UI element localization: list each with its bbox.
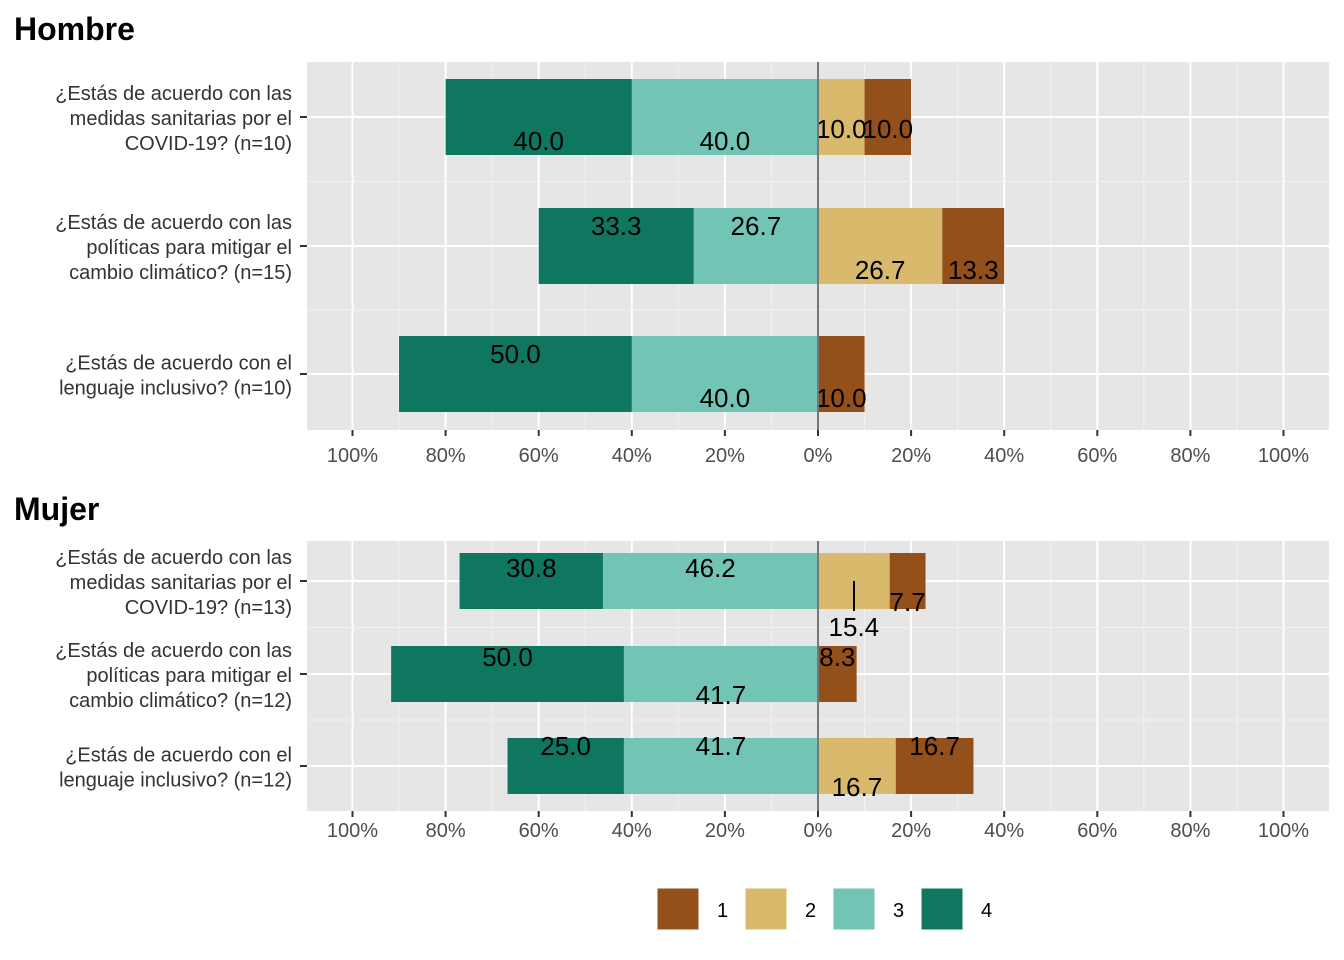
bar-segment-4 bbox=[459, 553, 603, 609]
data-label: 40.0 bbox=[513, 126, 564, 156]
data-label: 41.7 bbox=[696, 680, 747, 710]
x-tick-label: 100% bbox=[1258, 820, 1309, 842]
category-label: cambio climático? (n=12) bbox=[69, 690, 292, 712]
x-tick-label: 40% bbox=[984, 820, 1024, 842]
x-tick-label: 60% bbox=[519, 445, 559, 467]
bar-segment-3 bbox=[631, 79, 818, 155]
bar-segment-1 bbox=[895, 738, 974, 794]
x-tick-label: 20% bbox=[705, 445, 745, 467]
bar-segment-3 bbox=[623, 646, 818, 702]
x-tick-label: 0% bbox=[804, 820, 833, 842]
legend-key-1 bbox=[656, 887, 700, 931]
data-label: 10.0 bbox=[863, 114, 914, 144]
bar-segment-4 bbox=[445, 79, 632, 155]
legend-label: 3 bbox=[893, 900, 904, 922]
data-label: 33.3 bbox=[591, 211, 642, 241]
data-label: 26.7 bbox=[731, 211, 782, 241]
data-label: 10.0 bbox=[816, 383, 867, 413]
x-tick-label: 20% bbox=[891, 820, 931, 842]
data-label: 7.7 bbox=[890, 587, 926, 617]
legend-key-2 bbox=[744, 887, 788, 931]
category-label: ¿Estás de acuerdo con las bbox=[55, 547, 292, 569]
legend: 1 2 3 4 bbox=[656, 887, 992, 931]
category-label: cambio climático? (n=15) bbox=[69, 262, 292, 284]
category-label: COVID-19? (n=10) bbox=[125, 133, 292, 155]
bar-segment-3 bbox=[631, 336, 818, 412]
data-label: 41.7 bbox=[696, 731, 747, 761]
x-tick-label: 40% bbox=[612, 820, 652, 842]
panel-title: Mujer bbox=[14, 491, 99, 527]
data-label: 46.2 bbox=[685, 553, 736, 583]
bar-segment-2 bbox=[818, 738, 896, 794]
data-label: 10.0 bbox=[816, 114, 867, 144]
legend-label: 4 bbox=[981, 900, 992, 922]
bar-segment-4 bbox=[399, 336, 632, 412]
bar-segment-4 bbox=[538, 208, 694, 284]
data-label: 8.3 bbox=[819, 642, 855, 672]
x-tick-label: 100% bbox=[1258, 445, 1309, 467]
category-label: ¿Estás de acuerdo con el bbox=[65, 745, 292, 767]
bar-segment-2 bbox=[818, 208, 943, 284]
data-label: 25.0 bbox=[540, 731, 591, 761]
x-tick-label: 0% bbox=[804, 445, 833, 467]
panel-title: Hombre bbox=[14, 11, 135, 47]
category-label: políticas para mitigar el bbox=[86, 237, 292, 259]
data-label: 30.8 bbox=[506, 553, 557, 583]
bar-segment-1 bbox=[818, 646, 857, 702]
x-tick-label: 100% bbox=[327, 820, 378, 842]
category-label: COVID-19? (n=13) bbox=[125, 597, 292, 619]
x-tick-label: 100% bbox=[327, 445, 378, 467]
bar-segment-1 bbox=[942, 208, 1005, 284]
x-tick-label: 80% bbox=[426, 820, 466, 842]
category-label: ¿Estás de acuerdo con las bbox=[55, 640, 292, 662]
legend-label: 1 bbox=[717, 900, 728, 922]
data-label: 16.7 bbox=[832, 772, 883, 802]
category-label: ¿Estás de acuerdo con las bbox=[55, 212, 292, 234]
category-label: lenguaje inclusivo? (n=12) bbox=[59, 770, 292, 792]
bar-segment-1 bbox=[889, 553, 926, 609]
panel-mujer: Mujer 7.7 15.4 46.2 30.8 ¿Estás de acuerdo co… bbox=[14, 491, 1329, 842]
category-label: ¿Estás de acuerdo con el bbox=[65, 353, 292, 375]
bar-segment-3 bbox=[602, 553, 818, 609]
x-tick-label: 80% bbox=[1170, 820, 1210, 842]
bar-segment-1 bbox=[818, 336, 865, 412]
category-label: medidas sanitarias por el bbox=[70, 572, 292, 594]
bar-segment-4 bbox=[391, 646, 624, 702]
data-label: 40.0 bbox=[700, 126, 751, 156]
data-label: 26.7 bbox=[855, 255, 906, 285]
x-tick-label: 60% bbox=[1077, 445, 1117, 467]
legend-key-4 bbox=[920, 887, 964, 931]
x-tick-label: 40% bbox=[984, 445, 1024, 467]
bar-segment-4 bbox=[507, 738, 624, 794]
data-label: 15.4 bbox=[829, 612, 880, 642]
category-label: políticas para mitigar el bbox=[86, 665, 292, 687]
category-label: lenguaje inclusivo? (n=10) bbox=[59, 378, 292, 400]
legend-key-3 bbox=[832, 887, 876, 931]
data-label: 13.3 bbox=[948, 255, 999, 285]
bar-segment-3 bbox=[693, 208, 818, 284]
category-label: medidas sanitarias por el bbox=[70, 108, 292, 130]
bar-segment-1 bbox=[864, 79, 912, 155]
x-tick-label: 40% bbox=[612, 445, 652, 467]
category-label: ¿Estás de acuerdo con las bbox=[55, 83, 292, 105]
x-tick-label: 80% bbox=[426, 445, 466, 467]
x-tick-label: 60% bbox=[1077, 820, 1117, 842]
data-label: 50.0 bbox=[482, 642, 533, 672]
x-tick-label: 20% bbox=[705, 820, 745, 842]
data-label: 40.0 bbox=[700, 383, 751, 413]
data-label: 50.0 bbox=[490, 339, 541, 369]
legend-label: 2 bbox=[805, 900, 816, 922]
data-label: 16.7 bbox=[909, 731, 960, 761]
x-tick-label: 80% bbox=[1170, 445, 1210, 467]
x-tick-label: 60% bbox=[519, 820, 559, 842]
bar-segment-3 bbox=[623, 738, 818, 794]
x-tick-label: 20% bbox=[891, 445, 931, 467]
bar-segment-2 bbox=[818, 79, 865, 155]
